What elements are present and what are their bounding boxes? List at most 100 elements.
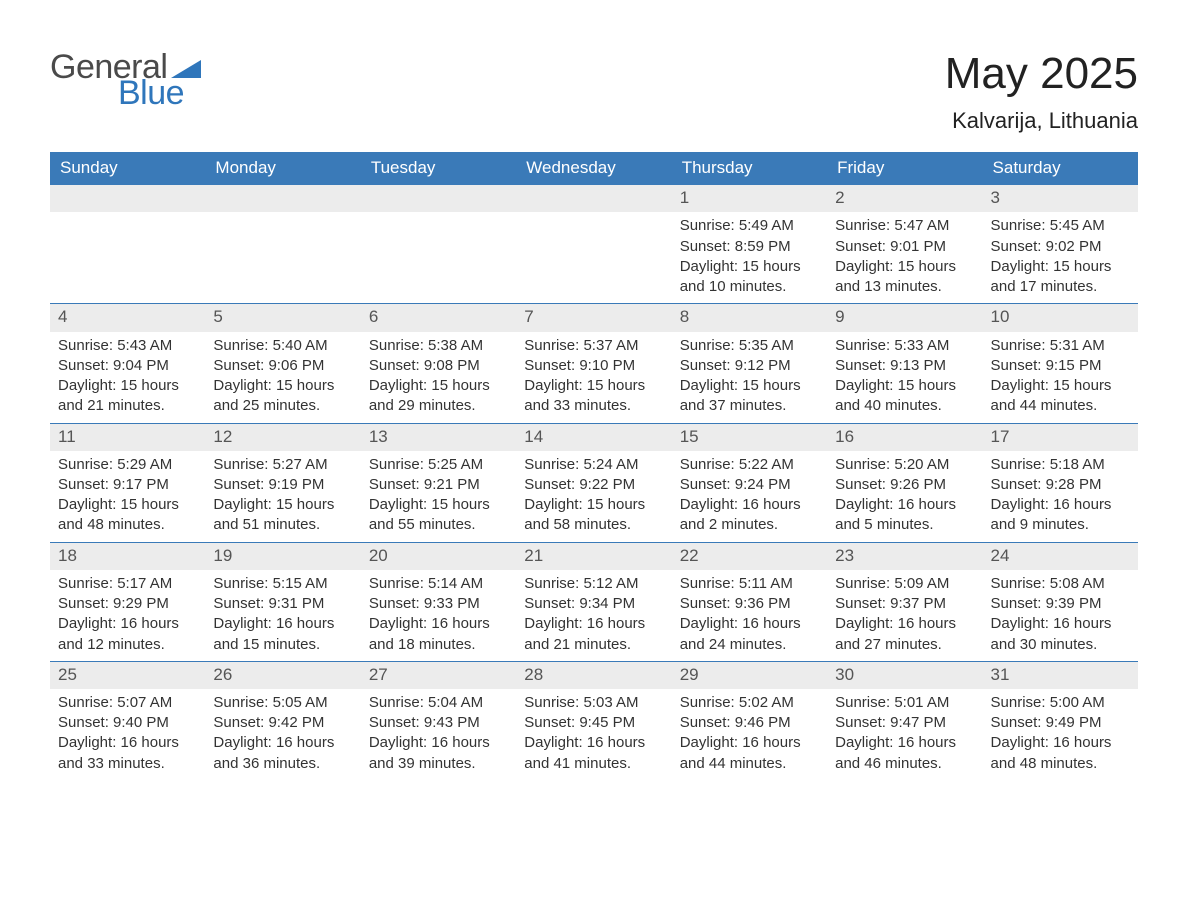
sunrise-label: Sunrise: [58,456,117,473]
day-number: 15 [672,424,827,451]
day-body: Sunrise: 5:37 AMSunset: 9:10 PMDaylight:… [516,332,671,423]
day-body: Sunrise: 5:04 AMSunset: 9:43 PMDaylight:… [361,689,516,780]
sunrise-label: Sunrise: [369,456,428,473]
sunset-label: Sunset: [58,476,113,493]
sunset-line: Sunset: 9:47 PM [835,713,974,733]
sunset-line: Sunset: 9:42 PM [213,713,352,733]
sunrise-line: Sunrise: 5:33 AM [835,336,974,356]
sunrise-line: Sunrise: 5:49 AM [680,216,819,236]
sunset-line: Sunset: 9:12 PM [680,356,819,376]
day-body: Sunrise: 5:25 AMSunset: 9:21 PMDaylight:… [361,451,516,542]
sunrise-value: 5:38 AM [428,337,483,354]
calendar-day: 14Sunrise: 5:24 AMSunset: 9:22 PMDayligh… [516,424,671,542]
sunrise-line: Sunrise: 5:05 AM [213,693,352,713]
sunrise-line: Sunrise: 5:37 AM [524,336,663,356]
sunset-value: 9:46 PM [735,714,791,731]
daylight-label: Daylight: [524,734,587,751]
sunrise-label: Sunrise: [213,575,272,592]
sunrise-value: 5:03 AM [583,694,638,711]
calendar-day: 22Sunrise: 5:11 AMSunset: 9:36 PMDayligh… [672,543,827,661]
sunset-line: Sunset: 9:06 PM [213,356,352,376]
sunrise-value: 5:49 AM [739,217,794,234]
daylight-label: Daylight: [680,496,743,513]
sunset-label: Sunset: [835,476,890,493]
sunset-line: Sunset: 9:24 PM [680,475,819,495]
sunset-value: 9:28 PM [1046,476,1102,493]
sunset-line: Sunset: 8:59 PM [680,237,819,257]
sunset-line: Sunset: 9:49 PM [991,713,1130,733]
day-number: 8 [672,304,827,331]
sunset-line: Sunset: 9:15 PM [991,356,1130,376]
sunrise-line: Sunrise: 5:18 AM [991,455,1130,475]
daylight-line: Daylight: 16 hours and 5 minutes. [835,495,974,536]
sunrise-label: Sunrise: [680,337,739,354]
sunset-label: Sunset: [680,238,735,255]
daylight-label: Daylight: [58,734,121,751]
sunrise-label: Sunrise: [991,575,1050,592]
sunrise-value: 5:09 AM [894,575,949,592]
day-body: Sunrise: 5:31 AMSunset: 9:15 PMDaylight:… [983,332,1138,423]
weekday-header: Sunday [50,152,205,185]
sunset-value: 9:24 PM [735,476,791,493]
calendar-day: 5Sunrise: 5:40 AMSunset: 9:06 PMDaylight… [205,304,360,422]
calendar-day: 7Sunrise: 5:37 AMSunset: 9:10 PMDaylight… [516,304,671,422]
sunset-line: Sunset: 9:36 PM [680,594,819,614]
daylight-line: Daylight: 16 hours and 21 minutes. [524,614,663,655]
sunrise-label: Sunrise: [991,337,1050,354]
sunrise-label: Sunrise: [991,456,1050,473]
day-body [205,212,360,292]
calendar-day: 2Sunrise: 5:47 AMSunset: 9:01 PMDaylight… [827,185,982,303]
weekday-header: Wednesday [516,152,671,185]
sunset-label: Sunset: [680,357,735,374]
daylight-line: Daylight: 16 hours and 27 minutes. [835,614,974,655]
weekday-header: Tuesday [361,152,516,185]
calendar-day: 6Sunrise: 5:38 AMSunset: 9:08 PMDaylight… [361,304,516,422]
sunrise-line: Sunrise: 5:15 AM [213,574,352,594]
sunset-line: Sunset: 9:31 PM [213,594,352,614]
sunrise-value: 5:33 AM [894,337,949,354]
calendar-day: 27Sunrise: 5:04 AMSunset: 9:43 PMDayligh… [361,662,516,780]
day-number: 4 [50,304,205,331]
sunset-label: Sunset: [58,714,113,731]
calendar-day [50,185,205,303]
sunset-label: Sunset: [835,714,890,731]
daylight-line: Daylight: 16 hours and 18 minutes. [369,614,508,655]
daylight-line: Daylight: 15 hours and 40 minutes. [835,376,974,417]
sunset-value: 9:45 PM [579,714,635,731]
sunrise-label: Sunrise: [524,337,583,354]
day-body: Sunrise: 5:17 AMSunset: 9:29 PMDaylight:… [50,570,205,661]
sunrise-line: Sunrise: 5:07 AM [58,693,197,713]
calendar-day: 25Sunrise: 5:07 AMSunset: 9:40 PMDayligh… [50,662,205,780]
day-number: 20 [361,543,516,570]
day-number: 7 [516,304,671,331]
day-body: Sunrise: 5:12 AMSunset: 9:34 PMDaylight:… [516,570,671,661]
sunrise-value: 5:07 AM [117,694,172,711]
sunset-value: 9:34 PM [579,595,635,612]
sunset-value: 9:33 PM [424,595,480,612]
day-number: 16 [827,424,982,451]
calendar-week: 18Sunrise: 5:17 AMSunset: 9:29 PMDayligh… [50,542,1138,661]
weekday-header: Monday [205,152,360,185]
daylight-line: Daylight: 15 hours and 29 minutes. [369,376,508,417]
calendar-day: 21Sunrise: 5:12 AMSunset: 9:34 PMDayligh… [516,543,671,661]
sunrise-label: Sunrise: [369,575,428,592]
daylight-label: Daylight: [680,734,743,751]
calendar-day: 18Sunrise: 5:17 AMSunset: 9:29 PMDayligh… [50,543,205,661]
sunrise-label: Sunrise: [991,694,1050,711]
day-number: 21 [516,543,671,570]
daylight-line: Daylight: 15 hours and 33 minutes. [524,376,663,417]
sunrise-line: Sunrise: 5:08 AM [991,574,1130,594]
sunset-value: 9:21 PM [424,476,480,493]
daylight-label: Daylight: [835,377,898,394]
daylight-label: Daylight: [680,377,743,394]
sunset-line: Sunset: 9:08 PM [369,356,508,376]
calendar-day: 31Sunrise: 5:00 AMSunset: 9:49 PMDayligh… [983,662,1138,780]
weekday-header: Friday [827,152,982,185]
day-body: Sunrise: 5:43 AMSunset: 9:04 PMDaylight:… [50,332,205,423]
sunset-value: 9:12 PM [735,357,791,374]
daylight-label: Daylight: [213,615,276,632]
sunrise-value: 5:35 AM [739,337,794,354]
sunrise-value: 5:31 AM [1050,337,1105,354]
sunset-line: Sunset: 9:28 PM [991,475,1130,495]
daylight-line: Daylight: 16 hours and 39 minutes. [369,733,508,774]
